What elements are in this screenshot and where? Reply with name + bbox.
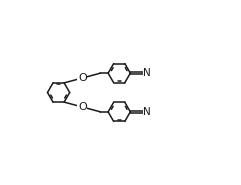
Text: N: N: [143, 68, 151, 78]
Text: N: N: [143, 107, 151, 117]
Text: O: O: [78, 102, 87, 112]
Text: O: O: [78, 73, 87, 83]
